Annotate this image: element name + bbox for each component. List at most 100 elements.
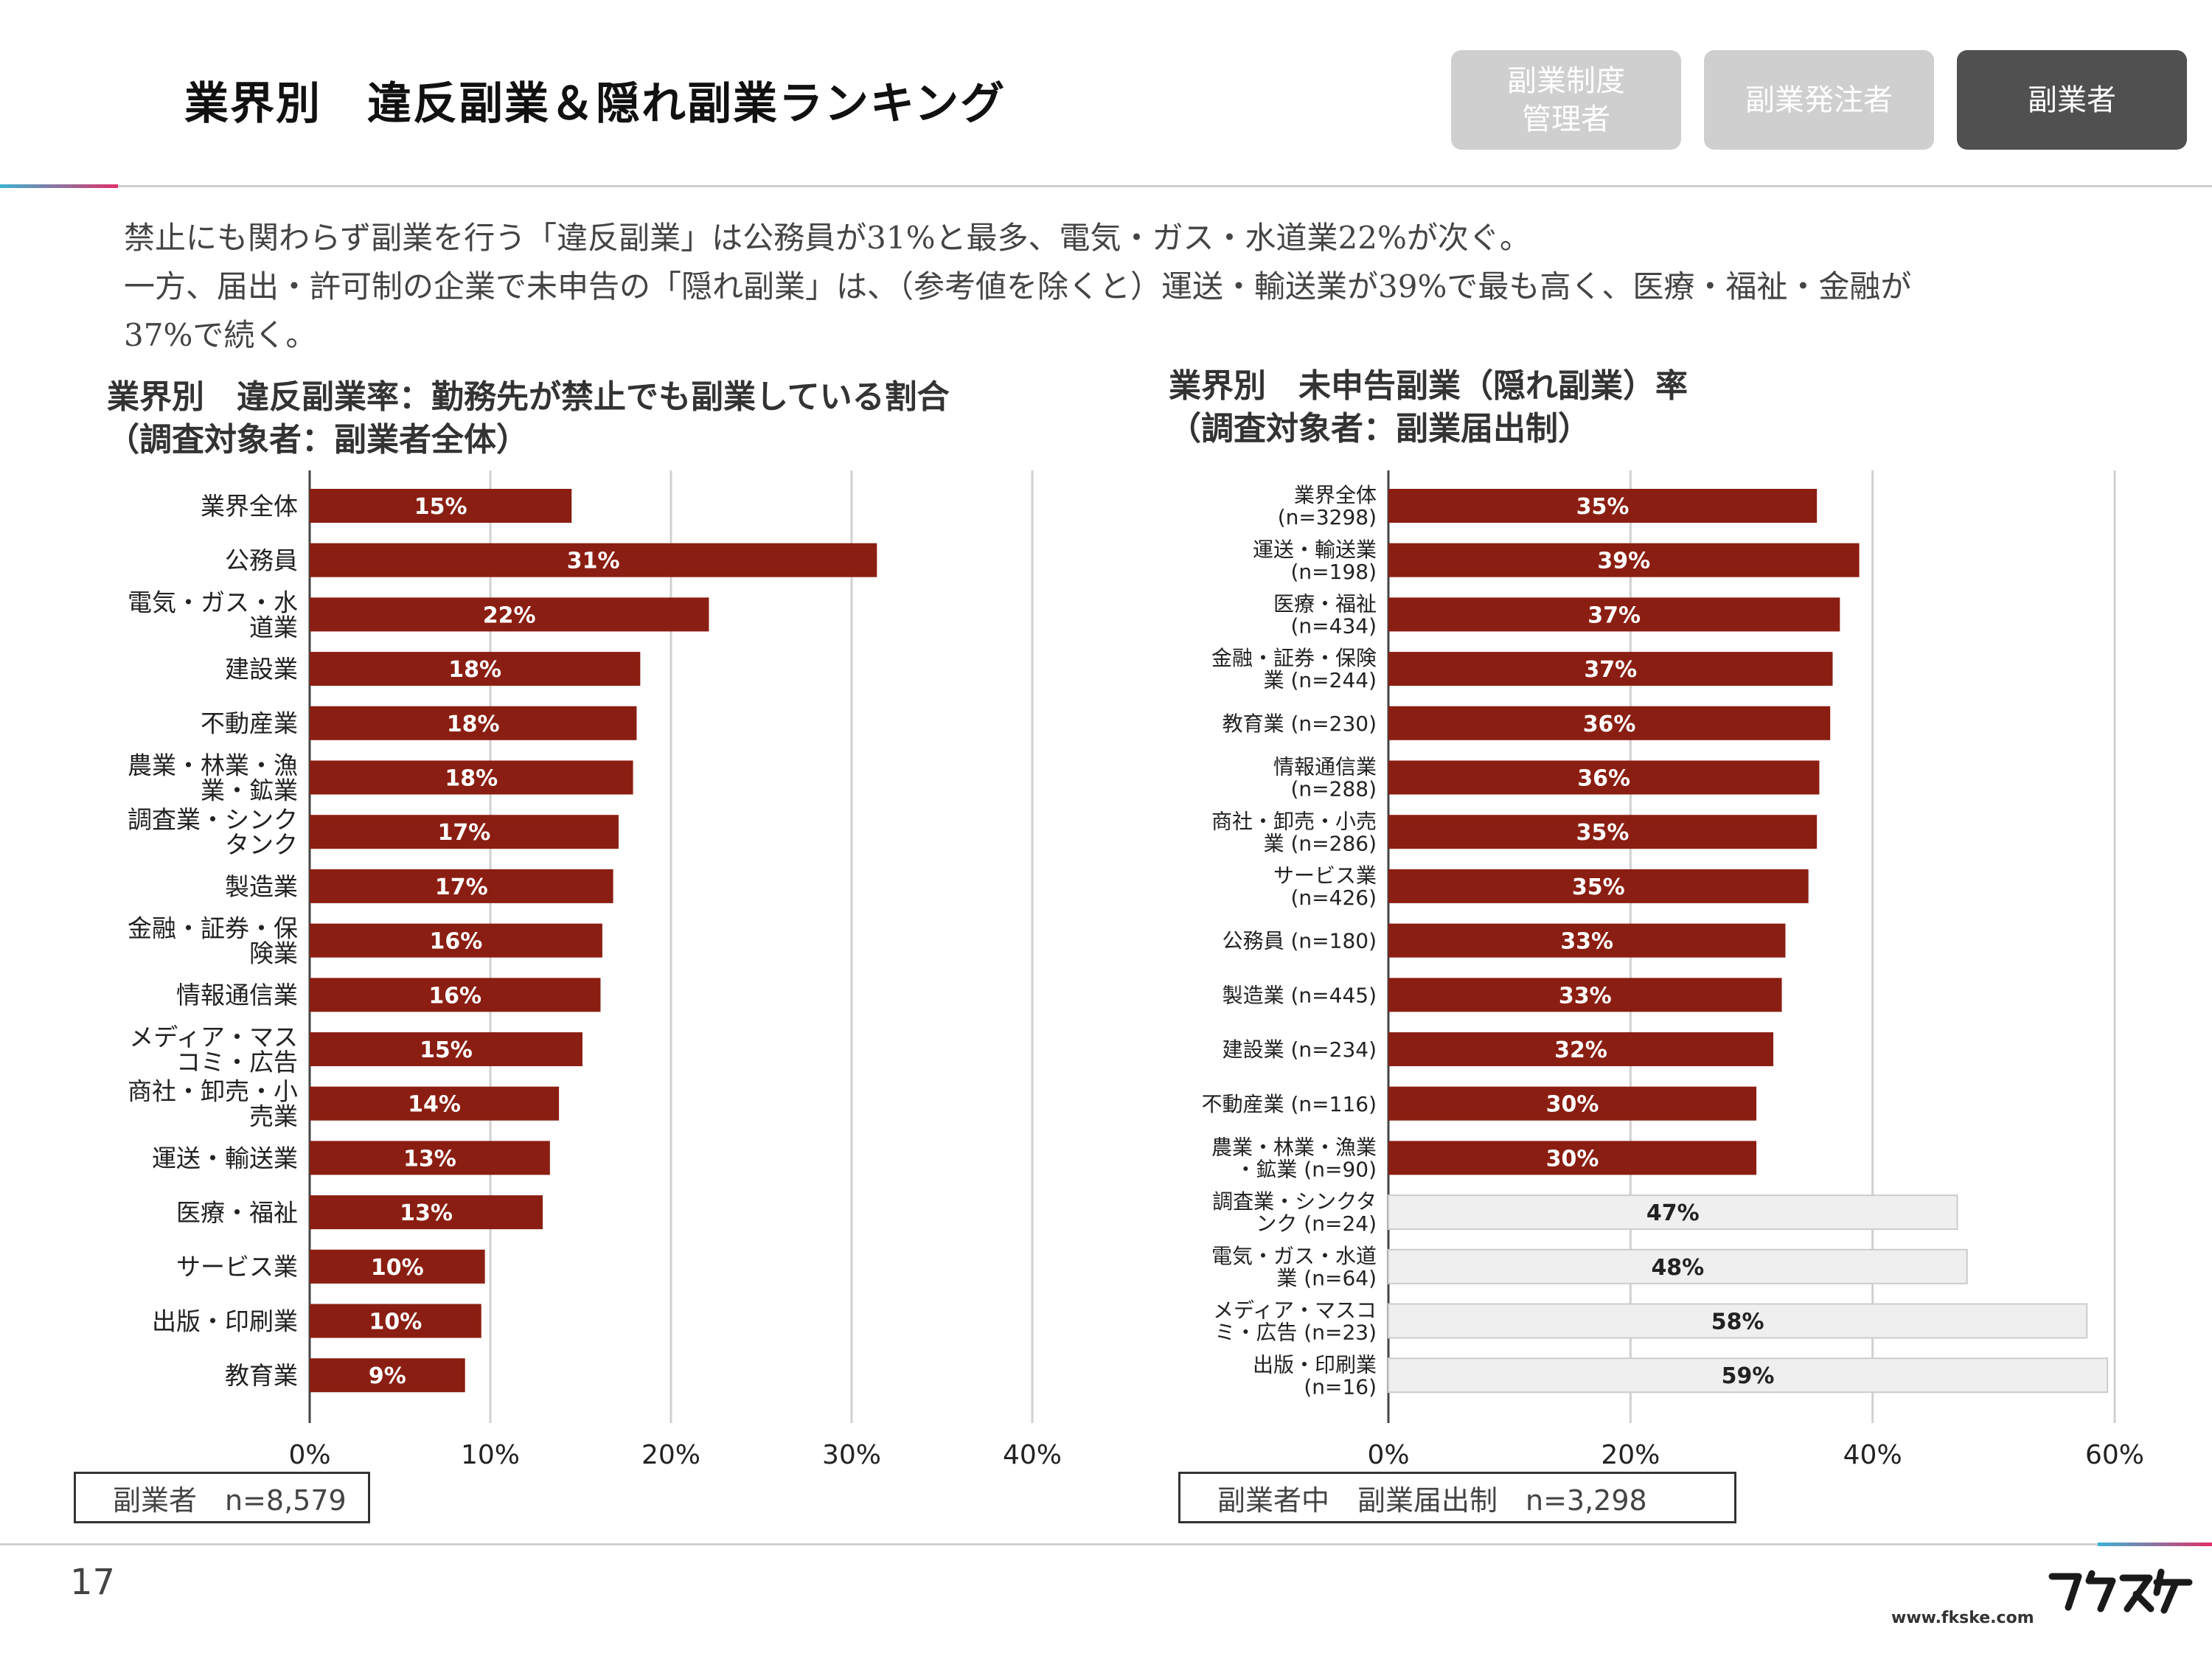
category-label-line: 険業: [249, 939, 298, 967]
bar-value-label: 13%: [403, 1146, 456, 1172]
category-label-line: 農業・林業・漁業: [1211, 1135, 1377, 1159]
bar: [1388, 869, 1809, 903]
bar-value-label: 36%: [1577, 766, 1630, 792]
category-label-line: 情報通信業: [176, 981, 298, 1009]
category-label: 金融・証券・保険業 (n=244): [1211, 646, 1377, 692]
category-label-line: (n=3298): [1278, 505, 1377, 529]
bar: [1388, 1303, 2088, 1339]
bar: [1388, 543, 1860, 577]
bar-value-label: 39%: [1597, 549, 1650, 574]
bar: [1388, 1032, 1774, 1066]
tab-side-worker[interactable]: 副業者: [1957, 50, 2187, 150]
footer-divider-accent: [2098, 1543, 2212, 1546]
category-label: 電気・ガス・水道業: [128, 588, 298, 641]
category-label: メディア・マスコミ・広告: [129, 1023, 298, 1077]
category-label-line: 運送・輸送業: [1253, 538, 1377, 562]
category-label-line: 教育業: [225, 1361, 298, 1390]
bar-value-label: 48%: [1651, 1255, 1704, 1281]
category-label-line: 公務員: [225, 546, 298, 575]
category-label: 情報通信業: [176, 981, 298, 1009]
category-label: 農業・林業・漁業・鉱業 (n=90): [1211, 1135, 1377, 1181]
bar-value-label: 17%: [435, 874, 488, 900]
left-sample-note: 副業者 n=8,579: [74, 1472, 370, 1523]
right-sample-note: 副業者中 副業届出制 n=3,298: [1178, 1472, 1736, 1523]
bar-value-label: 35%: [1576, 494, 1630, 520]
bar-value-label: 17%: [438, 820, 491, 846]
category-label: 運送・輸送業: [152, 1144, 298, 1172]
tab-program-manager[interactable]: 副業制度 管理者: [1451, 50, 1681, 150]
footer-divider: [0, 1543, 2212, 1545]
category-label: 医療・福祉: [176, 1198, 298, 1227]
category-label-line: 金融・証券・保険: [1211, 646, 1377, 670]
category-label-line: (n=288): [1291, 777, 1377, 801]
category-label: 業界全体: [201, 492, 298, 521]
bar: [310, 1032, 582, 1066]
bar: [1388, 1086, 1757, 1121]
bar-value-label: 32%: [1554, 1037, 1607, 1063]
x-tick-label: 20%: [1601, 1440, 1660, 1470]
bar: [310, 1304, 481, 1338]
category-label-line: 業 (n=64): [1276, 1266, 1377, 1290]
category-label-line: 調査業・シンクタ: [1212, 1189, 1377, 1214]
category-label-line: 業 (n=244): [1264, 668, 1377, 692]
bar-value-label: 14%: [408, 1092, 461, 1118]
bar: [1388, 760, 1820, 795]
category-label-line: ミ・広告 (n=23): [1214, 1321, 1377, 1345]
bar-value-label: 13%: [400, 1200, 453, 1226]
category-label-line: 道業: [249, 613, 298, 641]
category-label-line: 商社・卸売・小: [128, 1077, 298, 1106]
bar: [1388, 923, 1786, 958]
category-label-line: (n=16): [1304, 1374, 1377, 1399]
bar: [1388, 1194, 1958, 1231]
tab-client[interactable]: 副業発注者: [1704, 50, 1934, 150]
category-label-line: 業 (n=286): [1264, 831, 1377, 855]
category-label-line: 医療・福祉: [176, 1198, 298, 1227]
bar-value-label: 31%: [567, 549, 620, 574]
lead-line-3: 37%で続く。: [124, 317, 317, 353]
bar: [310, 706, 637, 740]
bar: [310, 1358, 465, 1393]
category-label-line: 建設業 (n=234): [1222, 1037, 1377, 1062]
bar-value-label: 30%: [1546, 1092, 1599, 1118]
category-label-line: 業・鉱業: [201, 776, 298, 804]
category-label-line: 運送・輸送業: [152, 1144, 298, 1172]
bar-value-label: 10%: [371, 1255, 424, 1281]
category-label: サービス業: [176, 1253, 298, 1281]
bar-value-label: 58%: [1711, 1310, 1764, 1335]
bar: [310, 978, 601, 1012]
category-label-line: 業界全体: [1294, 483, 1377, 507]
lead-line-1: 禁止にも関わらず副業を行う「違反副業」は公務員が31%と最多、電気・ガス・水道業…: [124, 220, 1531, 256]
category-label: メディア・マスコミ・広告 (n=23): [1213, 1298, 1377, 1345]
x-tick-label: 30%: [822, 1440, 881, 1470]
bar-value-label: 59%: [1722, 1363, 1775, 1389]
category-label-line: ・鉱業 (n=90): [1235, 1157, 1377, 1181]
fukusuke-logo: [2048, 1568, 2193, 1614]
category-label-line: メディア・マス: [129, 1023, 298, 1051]
bar: [1388, 706, 1831, 740]
bar: [1388, 597, 1840, 632]
x-tick-label: 60%: [2085, 1440, 2144, 1470]
category-label-line: ンク (n=24): [1256, 1211, 1377, 1236]
bar: [1388, 489, 1818, 523]
category-label: 製造業: [225, 872, 298, 901]
category-label-line: 建設業: [225, 655, 298, 684]
x-tick-label: 40%: [1843, 1440, 1902, 1470]
category-label: 不動産業: [201, 709, 298, 738]
x-tick-label: 10%: [461, 1440, 520, 1470]
right-chart-title: 業界別 未申告副業（隠れ副業）率 （調査対象者：副業届出制）: [1169, 367, 1688, 448]
bar: [1388, 815, 1818, 849]
category-label: 製造業 (n=445): [1222, 983, 1377, 1007]
header-divider: [0, 185, 2212, 187]
bar-value-label: 18%: [445, 766, 498, 792]
category-label-line: (n=434): [1291, 613, 1377, 638]
bar-value-label: 37%: [1587, 602, 1641, 628]
bar: [310, 543, 877, 577]
violation-rate-chart: 0% 10% 20% 30% 40% 15% 業界全体 31% 公務員 22% 電気・ガス・水道業 1…: [128, 470, 1062, 1470]
category-label-line: 電気・ガス・水: [128, 588, 298, 616]
bar: [310, 1141, 550, 1175]
category-label: 不動産業 (n=116): [1202, 1092, 1377, 1116]
x-tick-label: 0%: [288, 1440, 330, 1470]
bar-value-label: 18%: [448, 657, 501, 683]
bar-value-label: 35%: [1576, 820, 1630, 846]
bar: [310, 1086, 560, 1121]
